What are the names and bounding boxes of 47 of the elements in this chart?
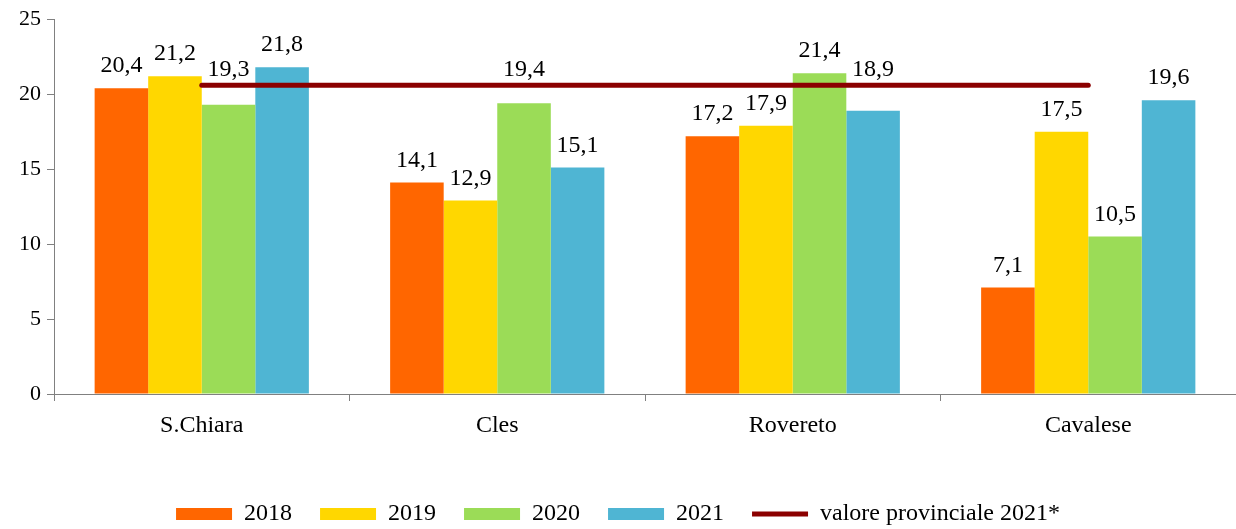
data-label: 10,5: [1094, 199, 1137, 226]
bar: [1088, 236, 1142, 394]
legend-label: 2019: [388, 499, 437, 526]
data-label: 17,2: [691, 99, 734, 126]
bar: [443, 200, 498, 394]
bar: [148, 76, 202, 394]
bar: [685, 136, 740, 394]
bar: [1141, 100, 1196, 394]
bar: [981, 287, 1035, 394]
data-label: 19,6: [1147, 63, 1190, 90]
y-tick-label: 20: [19, 79, 41, 105]
data-label: 19,4: [503, 55, 546, 82]
data-label: 21,4: [798, 36, 841, 63]
legend-label: 2018: [244, 499, 293, 526]
bar: [497, 103, 551, 394]
data-label: 21,2: [153, 39, 196, 66]
bar: [739, 125, 793, 394]
bar: [255, 67, 309, 394]
y-tick-label: 15: [19, 154, 41, 180]
legend-label: 2020: [532, 499, 581, 526]
bar: [390, 182, 444, 394]
x-tick-label: S.Chiara: [160, 410, 244, 437]
data-label: 20,4: [100, 51, 143, 78]
bar: [550, 167, 605, 394]
y-tick-label: 5: [30, 304, 41, 330]
legend-label: 2021: [676, 499, 725, 526]
bar: [94, 88, 149, 394]
bar: [846, 110, 900, 394]
data-label: 17,9: [744, 88, 787, 115]
data-label: 15,1: [556, 130, 599, 157]
data-label: 18,9: [852, 55, 895, 82]
legend-label: valore provinciale 2021*: [820, 499, 1060, 526]
bar: [792, 73, 847, 394]
data-label: 19,3: [207, 55, 250, 82]
x-tick-label: Cles: [475, 410, 519, 437]
data-label: 12,9: [449, 163, 492, 190]
data-label: 7,1: [992, 250, 1023, 277]
y-tick-label: 25: [19, 4, 41, 30]
y-tick-label: 0: [30, 379, 41, 405]
bar: [1034, 131, 1089, 394]
y-tick-label: 10: [19, 229, 41, 255]
data-label: 14,1: [395, 145, 438, 172]
x-tick-label: Cavalese: [1044, 410, 1132, 437]
bar: [201, 104, 256, 394]
x-tick-label: Rovereto: [748, 410, 837, 437]
data-label: 21,8: [261, 30, 304, 57]
data-label: 17,5: [1040, 94, 1083, 121]
